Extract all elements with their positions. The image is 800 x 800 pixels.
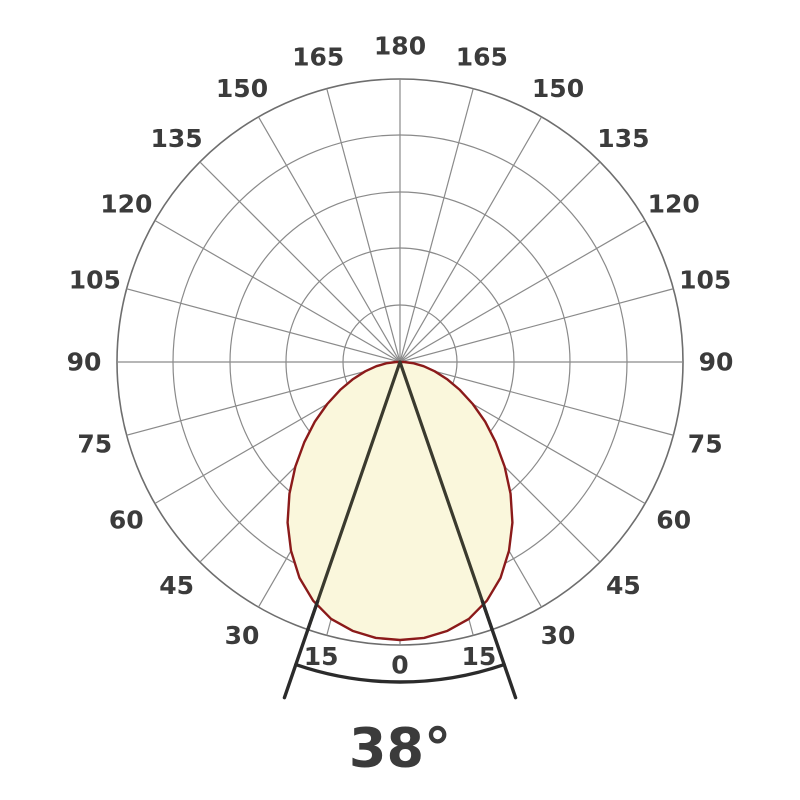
beam-angle-value-label: 38° [349, 717, 451, 780]
axis-tick-label-15-right-2: 15 [462, 642, 497, 671]
axis-tick-label-165-left-21: 165 [292, 42, 344, 71]
axis-tick-labels: 0 15 15 30 30 45 45 60 60 75 75 90 90 105 105 120 120 135… [67, 32, 734, 680]
axis-tick-label-165-right-22: 165 [456, 42, 508, 71]
beam-half-angle-line [306, 360, 402, 632]
luminous-intensity-curve [286, 360, 514, 642]
axis-tick-label-120-right-16: 120 [648, 190, 700, 219]
axis-tick-label-30-left-3: 30 [225, 621, 260, 650]
axis-tick-label-0-center-0: 0 [391, 651, 408, 680]
beam-angle-ray [480, 599, 518, 700]
axis-tick-label-15-left-1: 15 [304, 642, 339, 671]
axis-tick-label-135-right-18: 135 [597, 124, 649, 153]
beam-angle-ray [282, 599, 320, 700]
axis-tick-label-150-left-19: 150 [216, 74, 268, 103]
axis-tick-label-60-left-7: 60 [109, 506, 144, 535]
beam-angle-arc [294, 662, 506, 684]
axis-tick-label-180-center-23: 180 [374, 32, 426, 61]
axis-tick-label-45-left-5: 45 [159, 571, 194, 600]
beam-angle-indicator [282, 599, 518, 700]
beam-half-angle-line [398, 360, 494, 632]
axis-tick-label-75-right-10: 75 [688, 429, 723, 458]
axis-tick-label-75-left-9: 75 [77, 429, 112, 458]
intensity-curve-group [286, 360, 514, 642]
axis-tick-label-30-right-4: 30 [541, 621, 576, 650]
axis-tick-label-105-right-14: 105 [679, 266, 731, 295]
axis-tick-label-45-right-6: 45 [606, 571, 641, 600]
axis-tick-label-105-left-13: 105 [69, 266, 121, 295]
axis-tick-label-90-right-12: 90 [699, 348, 734, 377]
beam-angle-lines [306, 360, 494, 632]
axis-tick-label-90-left-11: 90 [67, 348, 102, 377]
axis-tick-label-150-right-20: 150 [532, 74, 584, 103]
axis-tick-label-60-right-8: 60 [656, 506, 691, 535]
axis-tick-label-120-left-15: 120 [100, 190, 152, 219]
axis-tick-label-135-left-17: 135 [151, 124, 203, 153]
